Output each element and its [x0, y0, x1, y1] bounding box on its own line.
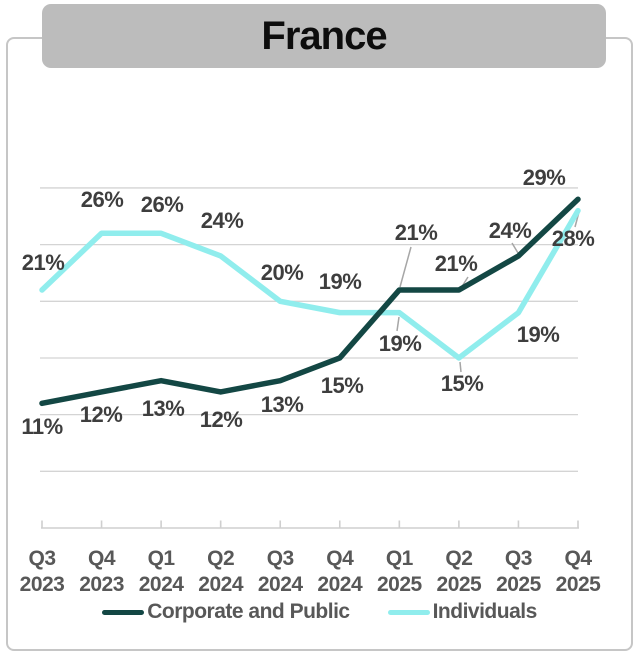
data-label-corporate-q4-2024: 15%	[320, 373, 364, 398]
series-line-corporate-and-public	[39, 196, 581, 407]
legend: Corporate and Public Individuals	[0, 598, 639, 626]
data-label-corporate-q2-2025: 21%	[434, 251, 478, 276]
data-label-individuals-q4-2023: 26%	[80, 187, 124, 212]
x-axis-label-q3-2025: Q3 2025	[496, 547, 541, 596]
data-label-corporate-q4-2025: 29%	[522, 165, 566, 190]
data-label-corporate-q3-2024: 13%	[260, 392, 304, 417]
legend-label-corporate: Corporate and Public	[147, 600, 350, 623]
corporate-line-swatch	[102, 609, 145, 615]
data-label-corporate-q1-2024: 13%	[141, 396, 185, 421]
x-axis-label-q4-2023: Q4 2023	[79, 547, 124, 596]
label-leader-line	[396, 316, 400, 332]
x-axis-label-q4-2025: Q4 2025	[555, 547, 601, 596]
data-label-corporate-q1-2025: 21%	[394, 220, 438, 245]
x-axis-label-q2-2024: Q2 2024	[198, 547, 244, 596]
label-leader-line	[399, 246, 412, 288]
legend-label-individuals: Individuals	[432, 600, 538, 623]
data-label-individuals-q2-2024: 24%	[200, 208, 244, 233]
chart-title-banner: France	[42, 4, 606, 68]
data-label-corporate-q4-2023: 12%	[79, 402, 123, 427]
label-leader-line	[459, 361, 462, 373]
data-label-individuals-q3-2024: 20%	[260, 260, 304, 285]
x-axis-label-q3-2024: Q3 2024	[257, 547, 303, 596]
data-label-individuals-q1-2025: 19%	[378, 331, 422, 356]
chart-card	[6, 37, 633, 651]
legend-item-individuals: Individuals	[387, 600, 538, 624]
legend-item-corporate-and-public: Corporate and Public	[102, 600, 350, 624]
data-label-corporate-q3-2025: 24%	[488, 218, 532, 243]
x-axis-label-q1-2025: Q1 2025	[376, 547, 422, 596]
chart-title: France	[261, 13, 387, 58]
data-label-individuals-q4-2025: 28%	[551, 226, 595, 251]
data-label-corporate-q2-2024: 12%	[199, 407, 243, 432]
data-label-individuals-q3-2023: 21%	[21, 250, 65, 275]
data-label-individuals-q3-2025: 19%	[516, 322, 560, 347]
data-label-individuals-q4-2024: 19%	[318, 269, 362, 294]
series-line-individuals	[39, 207, 581, 361]
data-label-individuals-q1-2024: 26%	[140, 192, 184, 217]
individuals-line-swatch	[387, 609, 430, 615]
x-axis-label-q3-2023: Q3 2023	[19, 547, 65, 596]
x-axis-label-q1-2024: Q1 2024	[138, 547, 184, 596]
label-leader-line	[511, 242, 519, 254]
data-label-individuals-q2-2025: 15%	[440, 371, 484, 396]
x-axis-label-q2-2025: Q2 2025	[436, 547, 482, 596]
data-label-corporate-q3-2023: 11%	[21, 414, 63, 439]
x-axis-label-q4-2024: Q4 2024	[317, 547, 363, 596]
